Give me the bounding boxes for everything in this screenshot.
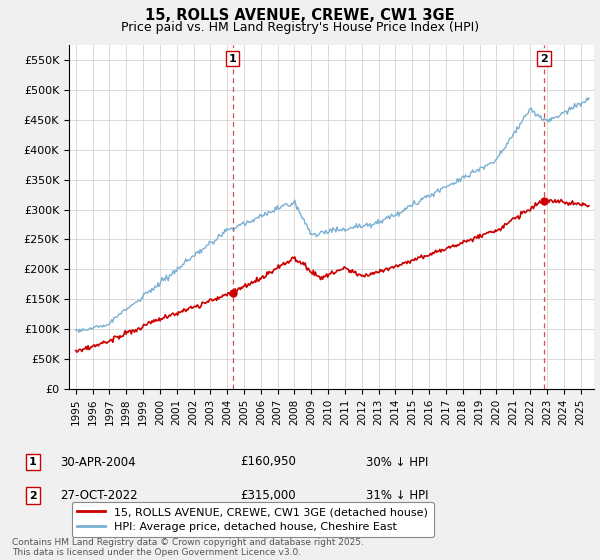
Text: £160,950: £160,950	[240, 455, 296, 469]
Text: Price paid vs. HM Land Registry's House Price Index (HPI): Price paid vs. HM Land Registry's House …	[121, 21, 479, 34]
Text: Contains HM Land Registry data © Crown copyright and database right 2025.
This d: Contains HM Land Registry data © Crown c…	[12, 538, 364, 557]
Text: 2: 2	[540, 54, 548, 64]
Text: 1: 1	[29, 457, 37, 467]
Text: 31% ↓ HPI: 31% ↓ HPI	[366, 489, 428, 502]
Text: £315,000: £315,000	[240, 489, 296, 502]
Text: 30-APR-2004: 30-APR-2004	[60, 455, 136, 469]
Text: 30% ↓ HPI: 30% ↓ HPI	[366, 455, 428, 469]
Legend: 15, ROLLS AVENUE, CREWE, CW1 3GE (detached house), HPI: Average price, detached : 15, ROLLS AVENUE, CREWE, CW1 3GE (detach…	[72, 502, 434, 537]
Text: 27-OCT-2022: 27-OCT-2022	[60, 489, 137, 502]
Text: 1: 1	[229, 54, 236, 64]
Text: 2: 2	[29, 491, 37, 501]
Text: 15, ROLLS AVENUE, CREWE, CW1 3GE: 15, ROLLS AVENUE, CREWE, CW1 3GE	[145, 8, 455, 24]
